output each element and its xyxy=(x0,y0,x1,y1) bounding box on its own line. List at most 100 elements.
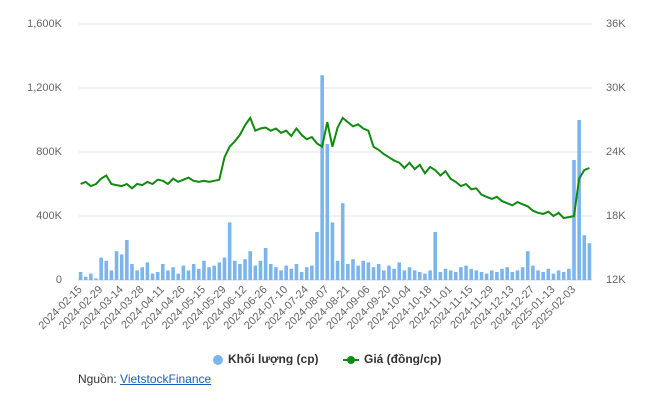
bar xyxy=(155,272,160,280)
bar xyxy=(320,75,324,280)
bar xyxy=(258,260,263,280)
bar xyxy=(536,270,540,280)
bar xyxy=(135,270,139,280)
bar xyxy=(484,273,489,280)
bar xyxy=(304,267,309,280)
bar xyxy=(166,270,170,280)
y-tick-label: 1,600K xyxy=(27,18,63,30)
bar xyxy=(577,120,581,280)
bar xyxy=(315,232,319,280)
bar xyxy=(443,268,448,280)
bar xyxy=(330,222,335,280)
bar xyxy=(299,272,304,280)
bar xyxy=(346,264,350,280)
y2-tick-label: 30K xyxy=(606,82,626,94)
bar xyxy=(89,273,93,280)
bar xyxy=(361,260,366,280)
bar xyxy=(94,278,98,280)
bar xyxy=(412,270,417,280)
bar xyxy=(217,262,222,280)
legend-symbol xyxy=(347,356,355,364)
bar xyxy=(109,270,114,280)
bar xyxy=(207,267,211,280)
bar xyxy=(119,254,124,280)
bar xyxy=(402,270,407,280)
bar xyxy=(510,272,515,280)
bar xyxy=(500,268,504,280)
bar xyxy=(181,265,186,280)
y-tick-label: 1,200K xyxy=(27,82,63,94)
bar xyxy=(567,268,571,280)
y-tick-label: 800K xyxy=(36,146,62,158)
bar xyxy=(279,270,283,280)
bar xyxy=(268,264,273,280)
bar xyxy=(186,270,191,280)
bar xyxy=(238,264,242,280)
bar xyxy=(546,268,551,280)
bar xyxy=(448,270,453,280)
bar xyxy=(469,268,474,280)
bar xyxy=(140,267,145,280)
source-link[interactable]: VietstockFinance xyxy=(120,372,212,386)
price-line xyxy=(80,115,590,220)
bar xyxy=(176,273,181,280)
y2-tick-label: 18K xyxy=(606,210,626,222)
bar xyxy=(83,276,88,280)
bar xyxy=(489,270,494,280)
bar xyxy=(515,270,520,280)
bar xyxy=(171,267,175,280)
legend-label: Khối lượng (cp) xyxy=(228,352,319,365)
bar xyxy=(274,267,278,280)
bar xyxy=(99,257,103,280)
bar xyxy=(310,265,314,280)
bar xyxy=(114,251,119,280)
bar xyxy=(243,259,247,280)
bar xyxy=(397,262,402,280)
bar xyxy=(556,270,561,280)
bar xyxy=(222,257,227,280)
bar xyxy=(366,262,371,280)
bar xyxy=(125,240,129,280)
bar xyxy=(376,264,381,280)
y2-tick-label: 24K xyxy=(606,146,626,158)
bar xyxy=(196,268,201,280)
bar xyxy=(438,272,443,280)
y2-tick-label: 12K xyxy=(606,274,626,286)
bar xyxy=(474,270,479,280)
bar xyxy=(294,264,299,280)
bar xyxy=(161,264,165,280)
bar xyxy=(284,265,288,280)
bar xyxy=(428,270,432,280)
legend-symbol xyxy=(213,355,223,365)
bar xyxy=(453,272,458,280)
bar xyxy=(520,267,525,280)
bar xyxy=(351,259,355,280)
bar xyxy=(525,251,530,280)
bar xyxy=(191,264,196,280)
bar xyxy=(479,272,484,280)
bar xyxy=(340,203,345,280)
bar xyxy=(582,235,587,280)
bar xyxy=(551,273,556,280)
legend-label: Giá (đồng/cp) xyxy=(364,352,441,365)
bar xyxy=(150,273,155,280)
bar xyxy=(289,268,294,280)
bar xyxy=(263,248,268,280)
bar xyxy=(104,260,109,280)
chart: 0400K800K1,200K1,600K12K18K24K30K36K2024… xyxy=(27,18,626,366)
bar xyxy=(325,144,330,280)
bar xyxy=(387,265,391,280)
bar xyxy=(212,265,217,280)
bar xyxy=(464,265,468,280)
bar xyxy=(202,260,206,280)
bar xyxy=(418,272,422,280)
bar xyxy=(407,267,412,280)
bar xyxy=(78,272,83,280)
bar xyxy=(531,265,535,280)
bar xyxy=(371,267,376,280)
bar xyxy=(433,232,438,280)
bar xyxy=(356,265,360,280)
bar xyxy=(561,272,566,280)
bar xyxy=(505,267,509,280)
bar xyxy=(587,243,592,280)
